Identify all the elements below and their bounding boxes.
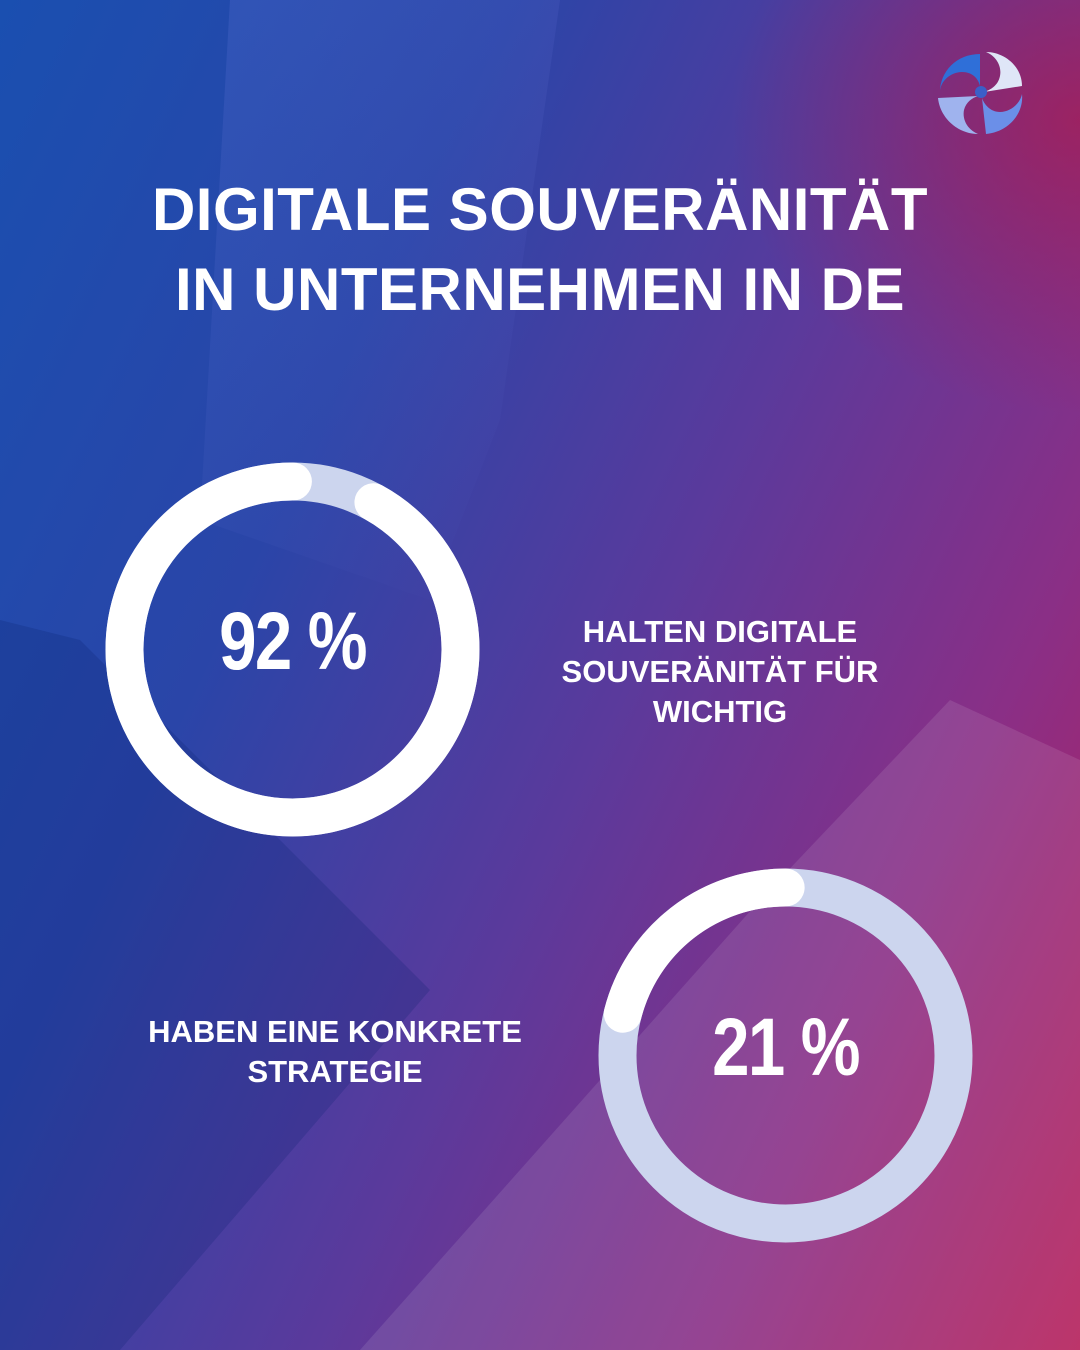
percent-label: 92 % — [219, 596, 367, 687]
donut-chart-92 — [105, 462, 480, 837]
stat-caption: HABEN EINE KONKRETE STRATEGIE — [110, 1012, 560, 1092]
donut-value-arc — [105, 462, 480, 837]
donut-chart-21 — [598, 868, 973, 1243]
caption-line: STRATEGIE — [247, 1054, 423, 1089]
swirl-logo-icon — [938, 52, 1023, 134]
percent-label: 21 % — [712, 1002, 860, 1093]
caption-line: HALTEN DIGITALE — [582, 614, 858, 649]
caption-line: HABEN EINE KONKRETE — [148, 1014, 522, 1049]
stat-caption: HALTEN DIGITALE SOUVERÄNITÄT FÜR WICHTIG — [520, 612, 920, 732]
donut-value-arc — [598, 868, 973, 1243]
caption-line: WICHTIG — [652, 694, 788, 729]
title-line: IN UNTERNEHMEN IN DE — [174, 256, 906, 323]
title-line: DIGITALE SOUVERÄNITÄT — [151, 176, 929, 243]
caption-line: SOUVERÄNITÄT FÜR — [561, 654, 879, 689]
page-title: DIGITALE SOUVERÄNITÄT IN UNTERNEHMEN IN … — [0, 170, 1080, 330]
